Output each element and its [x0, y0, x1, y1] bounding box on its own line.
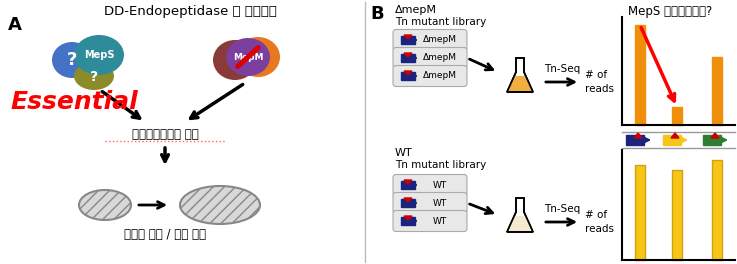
- Polygon shape: [508, 216, 532, 231]
- Polygon shape: [634, 133, 642, 138]
- Polygon shape: [711, 133, 719, 138]
- Text: 세포벽합성효소 활성: 세포벽합성효소 활성: [132, 128, 198, 141]
- Bar: [672, 107, 682, 125]
- Text: ΔmepM: ΔmepM: [395, 5, 437, 15]
- FancyBboxPatch shape: [393, 175, 467, 196]
- FancyBboxPatch shape: [393, 65, 467, 87]
- Bar: [635, 165, 645, 260]
- Bar: [672, 170, 682, 260]
- Ellipse shape: [236, 37, 280, 77]
- Bar: [626, 135, 644, 145]
- Text: MepS: MepS: [84, 50, 114, 60]
- Text: # of
reads: # of reads: [585, 70, 614, 94]
- Text: WT: WT: [433, 199, 447, 208]
- Text: ΔmepM: ΔmepM: [423, 72, 457, 81]
- Text: Tn mutant library: Tn mutant library: [395, 17, 486, 27]
- Ellipse shape: [74, 35, 124, 75]
- Text: ?: ?: [90, 70, 98, 84]
- Text: MepS 활성조절인자?: MepS 활성조절인자?: [628, 5, 712, 18]
- Polygon shape: [404, 216, 412, 220]
- Text: B: B: [370, 5, 384, 23]
- Text: A: A: [8, 16, 22, 34]
- Polygon shape: [404, 180, 412, 184]
- Text: ΔmepM: ΔmepM: [423, 35, 457, 45]
- Polygon shape: [404, 53, 412, 57]
- Polygon shape: [671, 133, 679, 138]
- Bar: [401, 36, 415, 44]
- Text: DD-Endopeptidase 및 조절인자: DD-Endopeptidase 및 조절인자: [104, 5, 276, 18]
- Ellipse shape: [213, 40, 257, 80]
- Bar: [401, 72, 415, 80]
- Text: Essential: Essential: [10, 90, 138, 114]
- Bar: [401, 54, 415, 62]
- Ellipse shape: [52, 42, 92, 78]
- Bar: [635, 25, 645, 125]
- Ellipse shape: [226, 38, 270, 76]
- Ellipse shape: [180, 186, 260, 224]
- Text: 세포벽 확장 / 세균 생장: 세포벽 확장 / 세균 생장: [124, 228, 206, 241]
- Text: ΔmepM: ΔmepM: [423, 54, 457, 63]
- Text: ?: ?: [67, 51, 77, 69]
- Text: Tn mutant library: Tn mutant library: [395, 160, 486, 170]
- Bar: [663, 135, 681, 145]
- Text: Tn-Seq: Tn-Seq: [544, 64, 580, 74]
- FancyBboxPatch shape: [393, 192, 467, 214]
- Text: WT: WT: [395, 148, 413, 158]
- Bar: [401, 199, 415, 207]
- Text: # of
reads: # of reads: [585, 210, 614, 234]
- Polygon shape: [404, 198, 412, 202]
- Polygon shape: [508, 76, 532, 91]
- Bar: [703, 135, 722, 145]
- Text: MepM: MepM: [233, 53, 263, 62]
- Polygon shape: [507, 198, 533, 232]
- Bar: [401, 181, 415, 189]
- Polygon shape: [507, 58, 533, 92]
- Text: WT: WT: [433, 216, 447, 225]
- Ellipse shape: [74, 62, 114, 90]
- Bar: [712, 160, 722, 260]
- Bar: [712, 57, 722, 125]
- Text: Tn-Seq: Tn-Seq: [544, 204, 580, 214]
- FancyBboxPatch shape: [393, 48, 467, 68]
- Bar: [401, 217, 415, 225]
- FancyBboxPatch shape: [393, 30, 467, 50]
- Ellipse shape: [79, 190, 131, 220]
- Polygon shape: [404, 35, 412, 39]
- FancyBboxPatch shape: [393, 210, 467, 232]
- Text: WT: WT: [433, 181, 447, 190]
- Polygon shape: [404, 71, 412, 75]
